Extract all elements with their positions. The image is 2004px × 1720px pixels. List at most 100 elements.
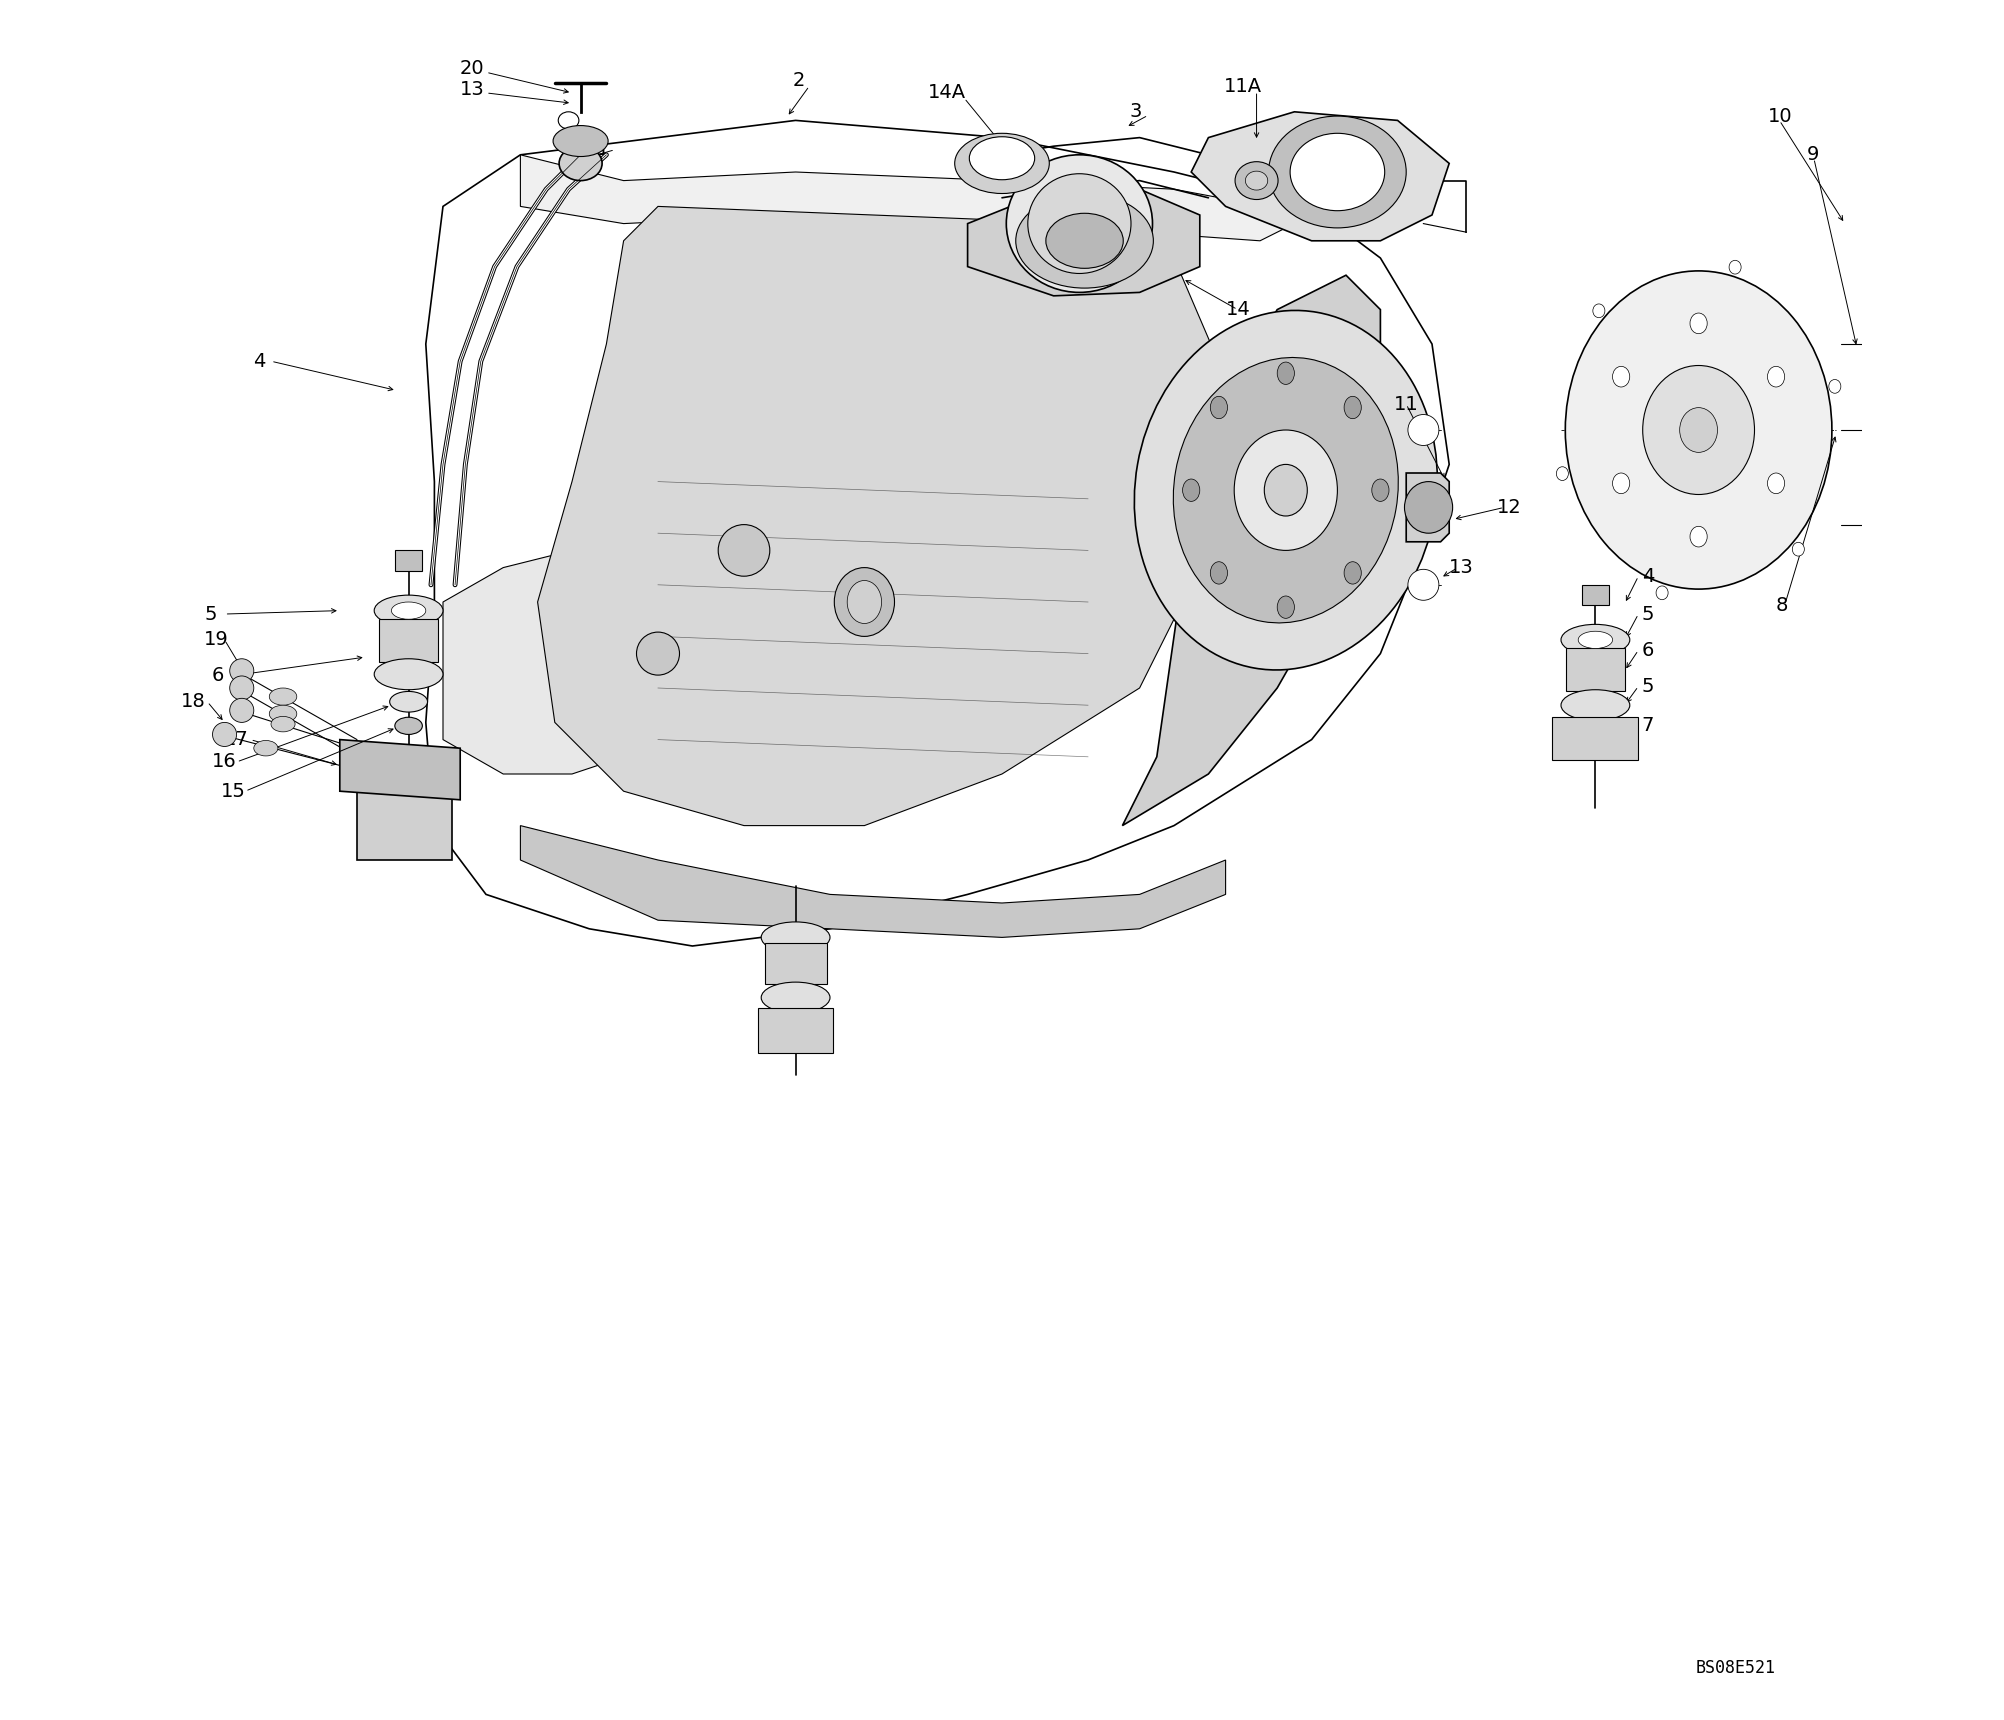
Ellipse shape (255, 740, 279, 757)
Ellipse shape (1689, 313, 1707, 334)
Ellipse shape (1291, 134, 1385, 212)
Ellipse shape (1884, 334, 1918, 354)
Ellipse shape (559, 112, 579, 129)
Ellipse shape (1565, 272, 1832, 588)
Ellipse shape (1679, 408, 1717, 452)
Ellipse shape (1210, 396, 1228, 418)
Ellipse shape (1729, 260, 1741, 273)
Ellipse shape (717, 525, 770, 576)
Ellipse shape (1265, 464, 1307, 516)
Ellipse shape (1613, 473, 1629, 494)
Bar (1567, 648, 1625, 691)
Text: 15: 15 (220, 781, 246, 802)
Ellipse shape (637, 631, 679, 674)
Ellipse shape (1579, 631, 1613, 648)
Text: 17: 17 (224, 729, 248, 750)
Ellipse shape (1234, 430, 1337, 550)
Text: 5: 5 (204, 604, 216, 624)
Ellipse shape (395, 717, 423, 734)
Ellipse shape (1234, 162, 1279, 200)
Ellipse shape (1373, 478, 1389, 502)
Ellipse shape (1182, 478, 1200, 502)
Bar (395, 550, 423, 571)
Text: 10: 10 (1768, 107, 1792, 127)
Ellipse shape (1277, 363, 1295, 385)
Ellipse shape (269, 705, 297, 722)
Ellipse shape (375, 659, 443, 690)
Text: 2: 2 (794, 71, 806, 91)
Ellipse shape (1172, 358, 1399, 623)
Circle shape (1920, 509, 1952, 540)
Ellipse shape (1016, 194, 1154, 287)
Ellipse shape (1792, 542, 1804, 556)
Ellipse shape (970, 138, 1034, 181)
Ellipse shape (1768, 366, 1786, 387)
Ellipse shape (1561, 624, 1629, 655)
Text: 3: 3 (1130, 101, 1142, 122)
Polygon shape (357, 774, 451, 860)
Text: 12: 12 (1497, 497, 1523, 518)
Text: 9: 9 (1808, 144, 1820, 165)
Text: 4: 4 (253, 351, 265, 372)
Ellipse shape (1557, 466, 1569, 480)
Text: BS08E521: BS08E521 (1695, 1660, 1776, 1677)
Polygon shape (341, 740, 461, 800)
Ellipse shape (1830, 380, 1842, 394)
Ellipse shape (559, 146, 601, 181)
Polygon shape (443, 550, 623, 774)
Ellipse shape (1046, 213, 1124, 268)
Ellipse shape (762, 982, 830, 1013)
Ellipse shape (391, 602, 425, 619)
Text: 7: 7 (1641, 716, 1653, 736)
Bar (758, 1008, 834, 1053)
Ellipse shape (1210, 562, 1228, 585)
Bar (1581, 585, 1609, 605)
Ellipse shape (375, 595, 443, 626)
Text: 1: 1 (597, 139, 609, 160)
Ellipse shape (1768, 473, 1786, 494)
Text: 19: 19 (204, 630, 228, 650)
Polygon shape (521, 155, 1311, 241)
Circle shape (1920, 415, 1952, 445)
Text: 8: 8 (1776, 595, 1788, 616)
Circle shape (212, 722, 236, 746)
Ellipse shape (553, 126, 607, 157)
Ellipse shape (1643, 366, 1754, 495)
Polygon shape (1122, 275, 1381, 826)
Ellipse shape (1244, 170, 1269, 189)
Ellipse shape (1269, 117, 1407, 229)
Text: 11A: 11A (1224, 76, 1263, 96)
Text: 5: 5 (1641, 604, 1655, 624)
Ellipse shape (1345, 396, 1361, 418)
Ellipse shape (1028, 174, 1130, 273)
Ellipse shape (1006, 155, 1152, 292)
Text: 4: 4 (1641, 566, 1653, 587)
Polygon shape (537, 206, 1226, 826)
Polygon shape (1407, 473, 1449, 542)
Text: 13: 13 (459, 79, 485, 100)
Circle shape (1409, 569, 1439, 600)
Ellipse shape (848, 581, 882, 624)
Text: 18: 18 (180, 691, 206, 712)
Ellipse shape (1884, 420, 1918, 440)
Ellipse shape (1884, 514, 1918, 535)
Bar (1553, 717, 1639, 760)
Circle shape (230, 676, 255, 700)
Bar (766, 943, 826, 984)
Text: 16: 16 (212, 752, 236, 772)
Circle shape (230, 659, 255, 683)
Circle shape (1920, 329, 1952, 359)
Ellipse shape (1613, 366, 1629, 387)
Text: 20: 20 (461, 58, 485, 79)
Bar (379, 619, 437, 662)
Text: 6: 6 (212, 666, 224, 686)
Polygon shape (425, 120, 1449, 946)
Polygon shape (521, 826, 1226, 937)
Ellipse shape (269, 688, 297, 705)
Text: 5: 5 (1641, 676, 1655, 697)
Circle shape (230, 698, 255, 722)
Text: 14: 14 (1226, 299, 1250, 320)
Ellipse shape (1345, 562, 1361, 585)
Text: 14A: 14A (928, 83, 966, 103)
Ellipse shape (834, 568, 894, 636)
